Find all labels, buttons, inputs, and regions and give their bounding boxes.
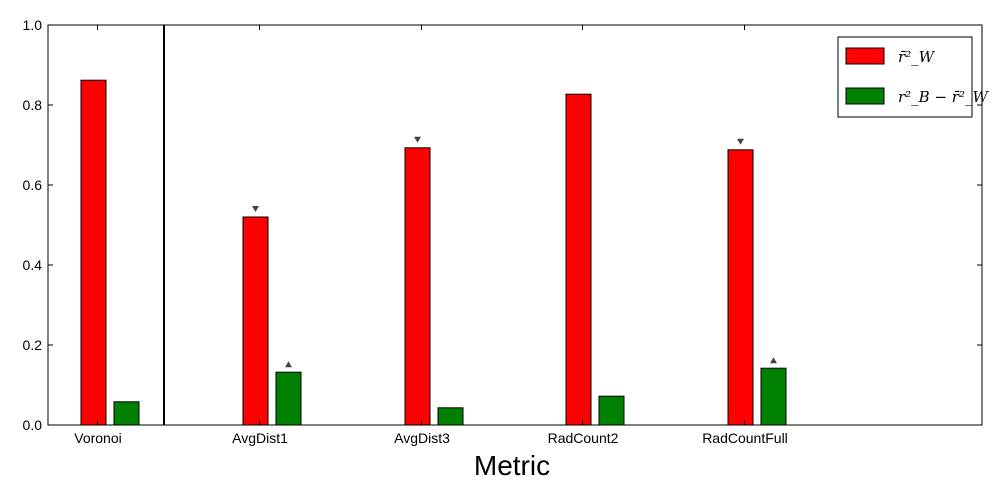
plot-area: 0.0 0.2 0.4 0.6 0.8 1.0 Voronoi AvgDist1 AvgDist…: [23, 17, 983, 446]
bar-avgdist3-series-1: [404, 147, 431, 426]
marker-down-radcountfull-series-1: [737, 138, 744, 145]
x-tick-label: AvgDist3: [394, 430, 450, 446]
legend-swatch-series-2: [845, 87, 885, 105]
x-tick-label: RadCountFull: [702, 430, 788, 446]
y-tick-label: 0.0: [23, 417, 43, 433]
x-tick-label: Voronoi: [74, 430, 121, 446]
legend-label-series-1: r̄²_W: [898, 48, 936, 66]
marker-down-avgdist1-series-1: [252, 206, 259, 212]
bar-voronoi-series-2: [113, 401, 140, 426]
bar-avgdist3-series-2: [437, 407, 464, 426]
marker-down-avgdist3-series-1: [414, 136, 421, 143]
bar-avgdist1-series-1: [242, 216, 269, 426]
y-tick-label: 0.2: [23, 337, 43, 353]
bar-voronoi-series-1: [80, 79, 107, 426]
x-tick-label: RadCount2: [548, 430, 619, 446]
marker-up-avgdist1-series-2: [285, 361, 292, 368]
y-tick-label: 0.8: [23, 97, 43, 113]
y-tick-label: 0.6: [23, 177, 43, 193]
legend-label-series-2-text: r²_B − r̄²_W: [898, 88, 989, 106]
y-tick-label: 0.4: [23, 257, 43, 273]
marker-up-radcountfull-series-2: [770, 357, 777, 364]
legend-label-series-1-text: r̄²_W: [898, 48, 936, 66]
bar-avgdist1-series-2: [275, 371, 302, 426]
y-tick-label: 1.0: [23, 17, 43, 33]
bar-radcount2-series-1: [565, 93, 592, 426]
legend-swatch-series-1: [845, 47, 885, 65]
x-tick-label: AvgDist1: [232, 430, 288, 446]
bar-radcountfull-series-1: [727, 149, 754, 426]
bar-radcountfull-series-2: [760, 367, 787, 426]
x-axis-title: Metric: [474, 450, 550, 481]
bar-radcount2-series-2: [598, 395, 625, 426]
legend-label-series-2: r²_B − r̄²_W: [898, 88, 989, 106]
chart-legend: r̄²_W r²_B − r̄²_W: [837, 36, 989, 118]
plot-frame: [47, 24, 983, 426]
